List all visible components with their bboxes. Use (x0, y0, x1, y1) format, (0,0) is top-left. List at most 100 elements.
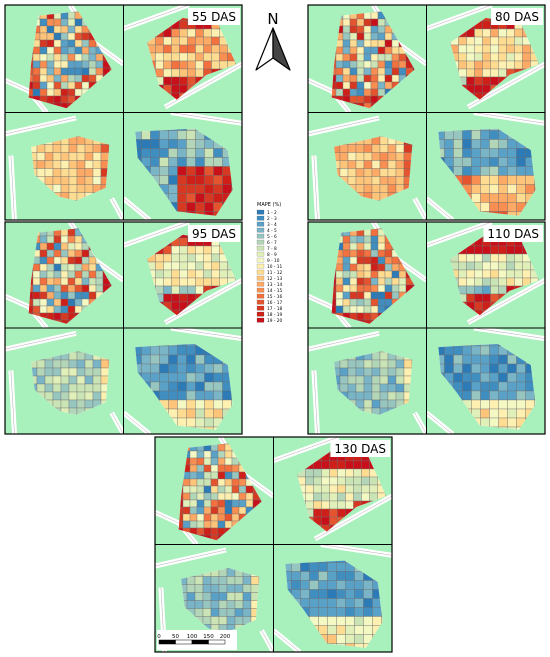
grid-cell (471, 184, 481, 194)
grid-cell (474, 261, 483, 271)
grid-cell (46, 67, 55, 76)
grid-cell (371, 375, 381, 385)
grid-cell (355, 152, 365, 161)
grid-cell (60, 18, 69, 27)
grid-cell (525, 390, 535, 401)
grid-cell (355, 367, 365, 377)
grid-cell (379, 391, 389, 401)
grid-cell (466, 269, 475, 279)
grid-cell (347, 168, 357, 177)
grid-cell (60, 359, 70, 369)
grid-cell (506, 28, 515, 38)
grid-cell (67, 277, 76, 286)
grid-cell (347, 160, 357, 169)
grid-cell (204, 157, 214, 167)
grid-cell (92, 367, 102, 377)
grid-cell (458, 285, 467, 295)
grid-cell (363, 399, 373, 409)
grid-cell (32, 74, 41, 83)
grid-cell (489, 166, 499, 176)
grid-cell (356, 249, 365, 258)
grid-cell (516, 381, 526, 392)
grid-cell (60, 256, 69, 265)
grid-cell (60, 25, 69, 34)
grid-cell (150, 345, 160, 356)
grid-cell (76, 391, 86, 401)
grid-cell (356, 74, 365, 83)
grid-cell (52, 184, 62, 193)
grid-cell (507, 399, 517, 410)
grid-cell (355, 168, 365, 177)
grid-cell (60, 375, 70, 385)
grid-cell (506, 269, 515, 279)
grid-cell (39, 256, 48, 265)
grid-cell (391, 263, 400, 272)
grid-cell (46, 32, 55, 41)
grid-cell (196, 513, 205, 522)
grid-cell (52, 391, 62, 401)
grid-cell (186, 408, 196, 419)
grid-cell (356, 298, 365, 307)
grid-cell (39, 242, 48, 251)
grid-cell (213, 166, 223, 176)
grid-cell (516, 408, 526, 419)
grid-cell (46, 305, 55, 314)
grid-cell (349, 60, 358, 69)
grid-cell (342, 256, 351, 265)
legend-label: 12 - 13 (267, 276, 282, 282)
grid-cell (327, 616, 337, 626)
grid-cell (371, 160, 381, 169)
grid-cell (186, 363, 196, 374)
grid-cell (39, 25, 48, 34)
grid-cell (196, 492, 205, 501)
grid-cell (356, 53, 365, 62)
grid-cell (342, 305, 351, 314)
grid-cell (507, 148, 517, 158)
grid-cell (462, 372, 472, 383)
grid-cell (336, 634, 346, 644)
grid-cell (474, 68, 483, 78)
grid-cell (187, 36, 196, 46)
grid-cell (159, 354, 169, 365)
grid-cell (74, 32, 83, 41)
grid-cell (474, 36, 483, 46)
grid-cell (337, 508, 346, 518)
grid-cell (171, 36, 180, 46)
grid-cell (498, 139, 508, 149)
grid-cell (355, 399, 365, 409)
grid-cell (44, 160, 54, 169)
grid-cell (370, 256, 379, 265)
road-edge (164, 63, 242, 108)
grid-cell (453, 148, 463, 158)
grid-cell (53, 235, 62, 244)
grid-cell (522, 261, 531, 271)
grid-cell (377, 67, 386, 76)
panel-title-box (491, 8, 543, 25)
grid-cell (337, 500, 346, 510)
grid-cell (238, 478, 247, 487)
grid-cell (313, 508, 322, 518)
grid-cell (44, 375, 54, 385)
grid-cell (305, 500, 314, 510)
grid-cell (471, 363, 481, 374)
grid-cell (217, 464, 226, 473)
quadrant-map (155, 437, 274, 545)
grid-cell (53, 67, 62, 76)
grid-cell (356, 312, 365, 321)
grid-cell (217, 478, 226, 487)
grid-cell (345, 643, 355, 648)
grid-cell (490, 245, 499, 255)
grid-cell (363, 18, 372, 27)
grid-cell (482, 20, 491, 30)
grid-cell (363, 305, 372, 314)
road-edge (5, 333, 77, 350)
grid-cell (196, 478, 205, 487)
grid-cell (490, 269, 499, 279)
legend-label: 11 - 12 (267, 270, 282, 276)
grid-cell (516, 148, 526, 158)
grid-cell (480, 417, 490, 428)
grid-cell (189, 520, 198, 529)
grid-cell (327, 580, 337, 590)
grid-cell (36, 160, 46, 169)
grid-cell (67, 60, 76, 69)
